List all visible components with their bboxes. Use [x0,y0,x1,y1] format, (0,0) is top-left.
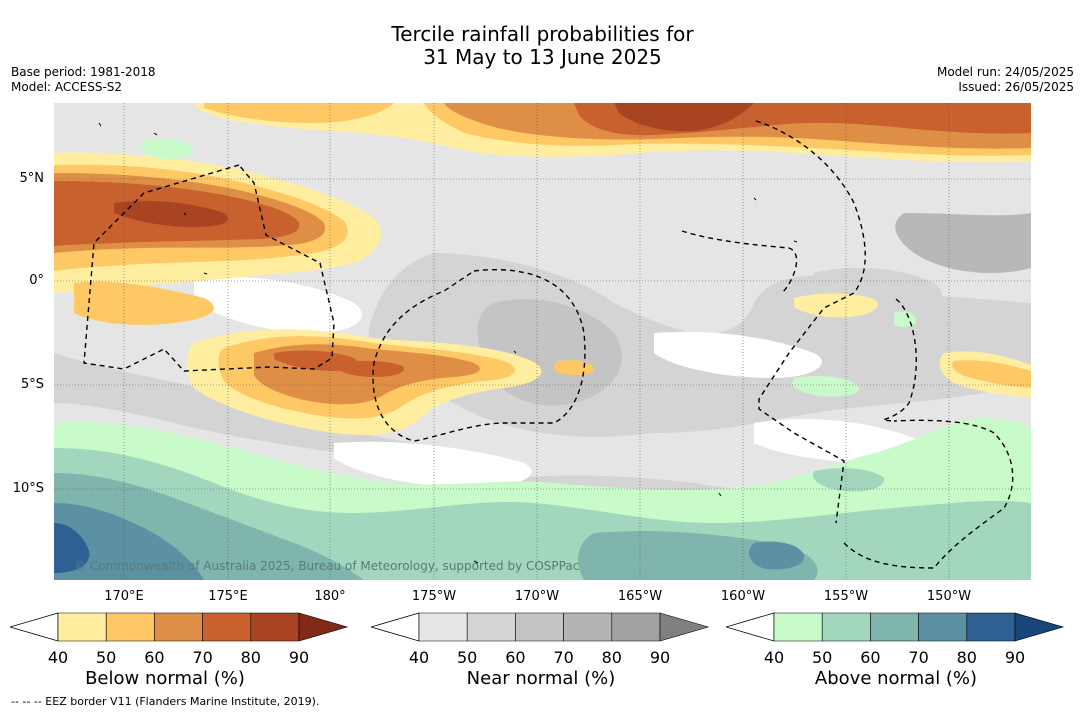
colorbar-tick-label: 50 [96,648,117,667]
colorbar-tick-label: 40 [47,648,69,667]
eez-kiribati-phoenix [372,268,586,442]
colorbar-tick-label: 60 [505,648,526,667]
colorbar-tick-label: 80 [240,648,261,667]
colorbar-below-normal: 40 50 60 70 80 90 Below normal (%) [8,612,350,702]
colorbar-segment [1014,612,1065,642]
white-regions [194,276,922,488]
colorbar-segment [659,612,710,642]
colorbar-segment [418,612,468,642]
colorbar-tick-label: 40 [763,648,785,667]
colorbar-segment [515,612,564,642]
lat-label-5n: 5°N [19,171,45,186]
colorbar-tick-label: 90 [649,648,671,667]
eez-line-inner [681,230,798,294]
colorbar-above-normal-label: Above normal (%) [814,668,978,689]
colorbar-segment [563,612,613,642]
colorbar-tick-label: 90 [1004,648,1026,667]
eez-legend-note: -- -- -- EEZ border V11 (Flanders Marine… [11,695,320,708]
colorbar-tick-label: 80 [956,648,977,667]
colorbar-extend-low [724,612,775,642]
colorbar-above-normal: 40 50 60 70 80 90 Above normal (%) [724,612,1066,702]
colorbar-tick-label: 70 [553,648,574,667]
colorbar-below-normal-label: Below normal (%) [85,668,245,689]
model-run: Model run: 24/05/2025 [936,65,1074,79]
colorbar-segment [870,612,919,642]
colorbar-segment [202,612,252,642]
lon-label-150w: 150°W [926,589,972,604]
colorbar-near-normal-label: Near normal (%) [466,668,616,689]
eez-french-polynesia [843,419,1014,569]
colorbar-segment [966,612,1016,642]
lon-label-175w: 175°W [411,589,457,604]
colorbar-tick-label: 60 [144,648,165,667]
colorbar-segment [57,612,107,642]
colorbar-segment [821,612,871,642]
colorbar-segment [105,612,155,642]
colorbar-near-normal-ticks: 40 50 60 70 80 90 [371,648,711,670]
colorbar-tick-label: 50 [457,648,478,667]
rainfall-map: © Commonwealth of Australia 2025, Bureau… [54,103,1031,580]
colorbar-segment [611,612,661,642]
base-period: Base period: 1981-2018 [11,65,156,79]
colorbar-above-normal-ticks: 40 50 60 70 80 90 [726,648,1066,670]
above-normal-regions [54,139,1031,580]
colorbar-extend-low [369,612,420,642]
colorbar-tick-label: 90 [288,648,310,667]
colorbar-near-normal-swatches [369,612,710,642]
lat-label-10s: 10°S [12,481,44,496]
colorbar-near-normal: 40 50 60 70 80 90 Near normal (%) [369,612,711,702]
eez-kiribati-line [755,120,866,524]
map-title-line2: 31 May to 13 June 2025 [423,45,662,69]
colorbar-segment [918,612,968,642]
colorbar-below-normal-swatches [8,612,349,642]
model-name: Model: ACCESS-S2 [11,80,123,94]
map-title-line1: Tercile rainfall probabilities for [391,22,694,46]
map-copyright: © Commonwealth of Australia 2025, Bureau… [74,559,579,573]
colorbar-below-normal-ticks: 40 50 60 70 80 90 [10,648,350,670]
colorbar-tick-label: 50 [812,648,833,667]
lon-label-170e: 170°E [104,589,144,604]
colorbar-above-normal-swatches [724,612,1065,642]
lon-label-180: 180° [314,589,346,604]
lon-label-160w: 160°W [720,589,766,604]
colorbar-segment [250,612,300,642]
eez-kiribati-gilbert [83,164,335,372]
lon-label-155w: 155°W [823,589,869,604]
issued-date: Issued: 26/05/2025 [958,80,1074,94]
lat-label-0: 0° [29,273,44,288]
lon-label-170w: 170°W [514,589,560,604]
colorbar-tick-label: 60 [860,648,881,667]
colorbar-segment [154,612,203,642]
eez-borders [83,120,1014,569]
grid-lines [54,103,1031,580]
colorbar-segment [773,612,823,642]
colorbar-segment [298,612,349,642]
colorbar-tick-label: 70 [192,648,213,667]
colorbar-tick-label: 40 [408,648,430,667]
lon-label-165w: 165°W [617,589,663,604]
lon-label-175e: 175°E [208,589,248,604]
islands [98,122,798,564]
meta-right: Model run: 24/05/2025 Issued: 26/05/2025 [937,65,1074,95]
colorbar-tick-label: 70 [908,648,929,667]
colorbar-tick-label: 80 [601,648,622,667]
eez-east [882,298,917,422]
colorbar-extend-low [8,612,59,642]
below-normal-regions [54,103,1031,435]
lat-label-5s: 5°S [20,377,44,392]
meta-left: Base period: 1981-2018 Model: ACCESS-S2 [11,65,156,95]
colorbar-segment [466,612,516,642]
